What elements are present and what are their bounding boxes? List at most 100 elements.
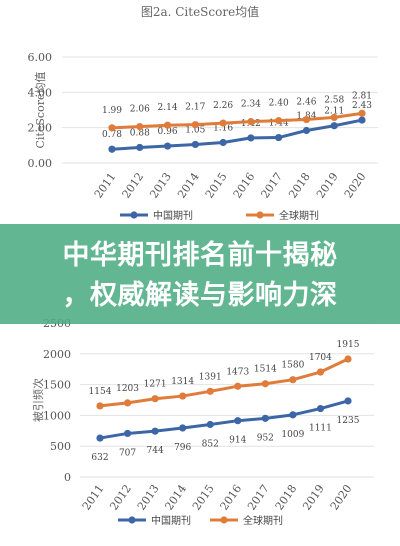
data-point (191, 140, 199, 149)
data-label: 952 (257, 433, 274, 443)
data-point (179, 392, 187, 400)
data-point (316, 368, 325, 376)
series-line (99, 399, 349, 440)
legend-marker (256, 211, 264, 219)
data-point (289, 411, 297, 419)
banner-title-line-1: 中华期刊排名前十揭秘 (62, 240, 338, 271)
series-line (99, 357, 349, 408)
data-label: 1473 (226, 367, 249, 377)
x-tick-label: 2019 (300, 482, 327, 512)
data-label: 1009 (281, 430, 304, 440)
legend-marker (128, 516, 136, 524)
series-line (111, 118, 363, 151)
y-tick-label: 0 (64, 471, 71, 484)
data-point (206, 387, 214, 395)
data-point (344, 355, 352, 363)
data-point (123, 429, 132, 438)
data-label: 2.81 (352, 91, 372, 101)
data-point (151, 395, 159, 403)
data-point (136, 123, 144, 131)
data-label: 2.46 (296, 98, 316, 108)
data-point (151, 427, 159, 435)
series-line (111, 111, 363, 130)
data-point (247, 134, 255, 142)
y-tick-label: 2000 (43, 348, 71, 361)
data-label: 1704 (309, 353, 332, 363)
data-label: 1580 (281, 361, 304, 371)
data-label: 1111 (309, 424, 332, 434)
data-point (163, 121, 172, 129)
y-axis-label: 被引频次 (31, 378, 45, 422)
data-label: 2.34 (241, 100, 261, 110)
data-point (289, 376, 297, 384)
data-label: 1391 (199, 372, 222, 382)
data-label: 2.43 (352, 101, 372, 111)
data-label: 707 (119, 448, 136, 458)
x-tick-label: 2016 (218, 482, 245, 512)
data-point (96, 402, 104, 410)
data-label: 914 (229, 436, 246, 446)
data-label: 852 (202, 440, 219, 450)
data-point (275, 117, 283, 125)
legend-label: 中国期刊 (151, 514, 191, 527)
y-tick-label: 2.00 (28, 122, 53, 135)
legend-label: 中国期刊 (153, 209, 193, 222)
data-point (219, 138, 227, 147)
data-point (316, 404, 325, 413)
data-label: 1271 (144, 380, 167, 390)
data-point (191, 121, 199, 129)
overlay-banner: 中华期刊排名前十揭秘 ，权威解读与影响力深 (0, 224, 400, 324)
data-label: 1.05 (185, 125, 205, 135)
data-label: 632 (91, 453, 108, 463)
chart-title: 图2a. CiteScore均值 (141, 4, 259, 19)
data-label: 2.06 (130, 105, 150, 115)
data-point (163, 142, 172, 150)
data-label: 1314 (171, 377, 194, 387)
data-point (330, 113, 338, 122)
y-tick-label: 4.00 (28, 86, 53, 99)
data-point (261, 414, 269, 422)
data-point (358, 109, 366, 117)
data-point (344, 397, 352, 405)
data-point (206, 420, 214, 429)
banner-title-line-2: ，权威解读与影响力深 (62, 280, 338, 311)
data-label: 1235 (337, 416, 360, 426)
y-tick-label: 1000 (43, 409, 71, 422)
data-point (179, 424, 187, 432)
x-tick-label: 2018 (273, 482, 300, 512)
x-tick-label: 2014 (162, 482, 189, 512)
data-label: 0.78 (102, 130, 122, 140)
y-tick-label: 0.00 (28, 157, 53, 170)
data-label: 0.88 (130, 128, 150, 138)
data-label: 2.17 (185, 103, 205, 113)
data-label: 0.96 (158, 127, 178, 137)
data-label: 1514 (254, 365, 277, 375)
y-tick-label: 500 (50, 440, 71, 453)
data-point (219, 119, 227, 127)
y-tick-label: 1500 (43, 379, 71, 392)
data-label: 2.14 (158, 103, 178, 113)
data-label: 796 (174, 443, 191, 453)
y-axis-label: CiteScore均值 (34, 72, 47, 149)
data-label: 744 (147, 446, 164, 456)
data-point (302, 115, 311, 124)
x-tick-label: 2020 (328, 482, 355, 512)
data-label: 1.16 (213, 124, 233, 134)
data-label: 1915 (337, 340, 360, 350)
x-tick-label: 2012 (107, 482, 134, 512)
legend-marker (130, 211, 138, 219)
data-point (261, 380, 269, 388)
data-label: 2.26 (213, 101, 233, 111)
x-tick-label: 2013 (135, 482, 162, 512)
data-point (234, 382, 242, 390)
data-point (108, 124, 116, 132)
data-point (302, 126, 311, 135)
data-label: 2.40 (269, 99, 289, 109)
data-label: 1.99 (102, 106, 122, 116)
data-point (358, 116, 366, 124)
legend-label: 全球期刊 (279, 209, 319, 222)
x-tick-label: 2011 (80, 482, 107, 512)
legend-label: 全球期刊 (243, 514, 283, 527)
